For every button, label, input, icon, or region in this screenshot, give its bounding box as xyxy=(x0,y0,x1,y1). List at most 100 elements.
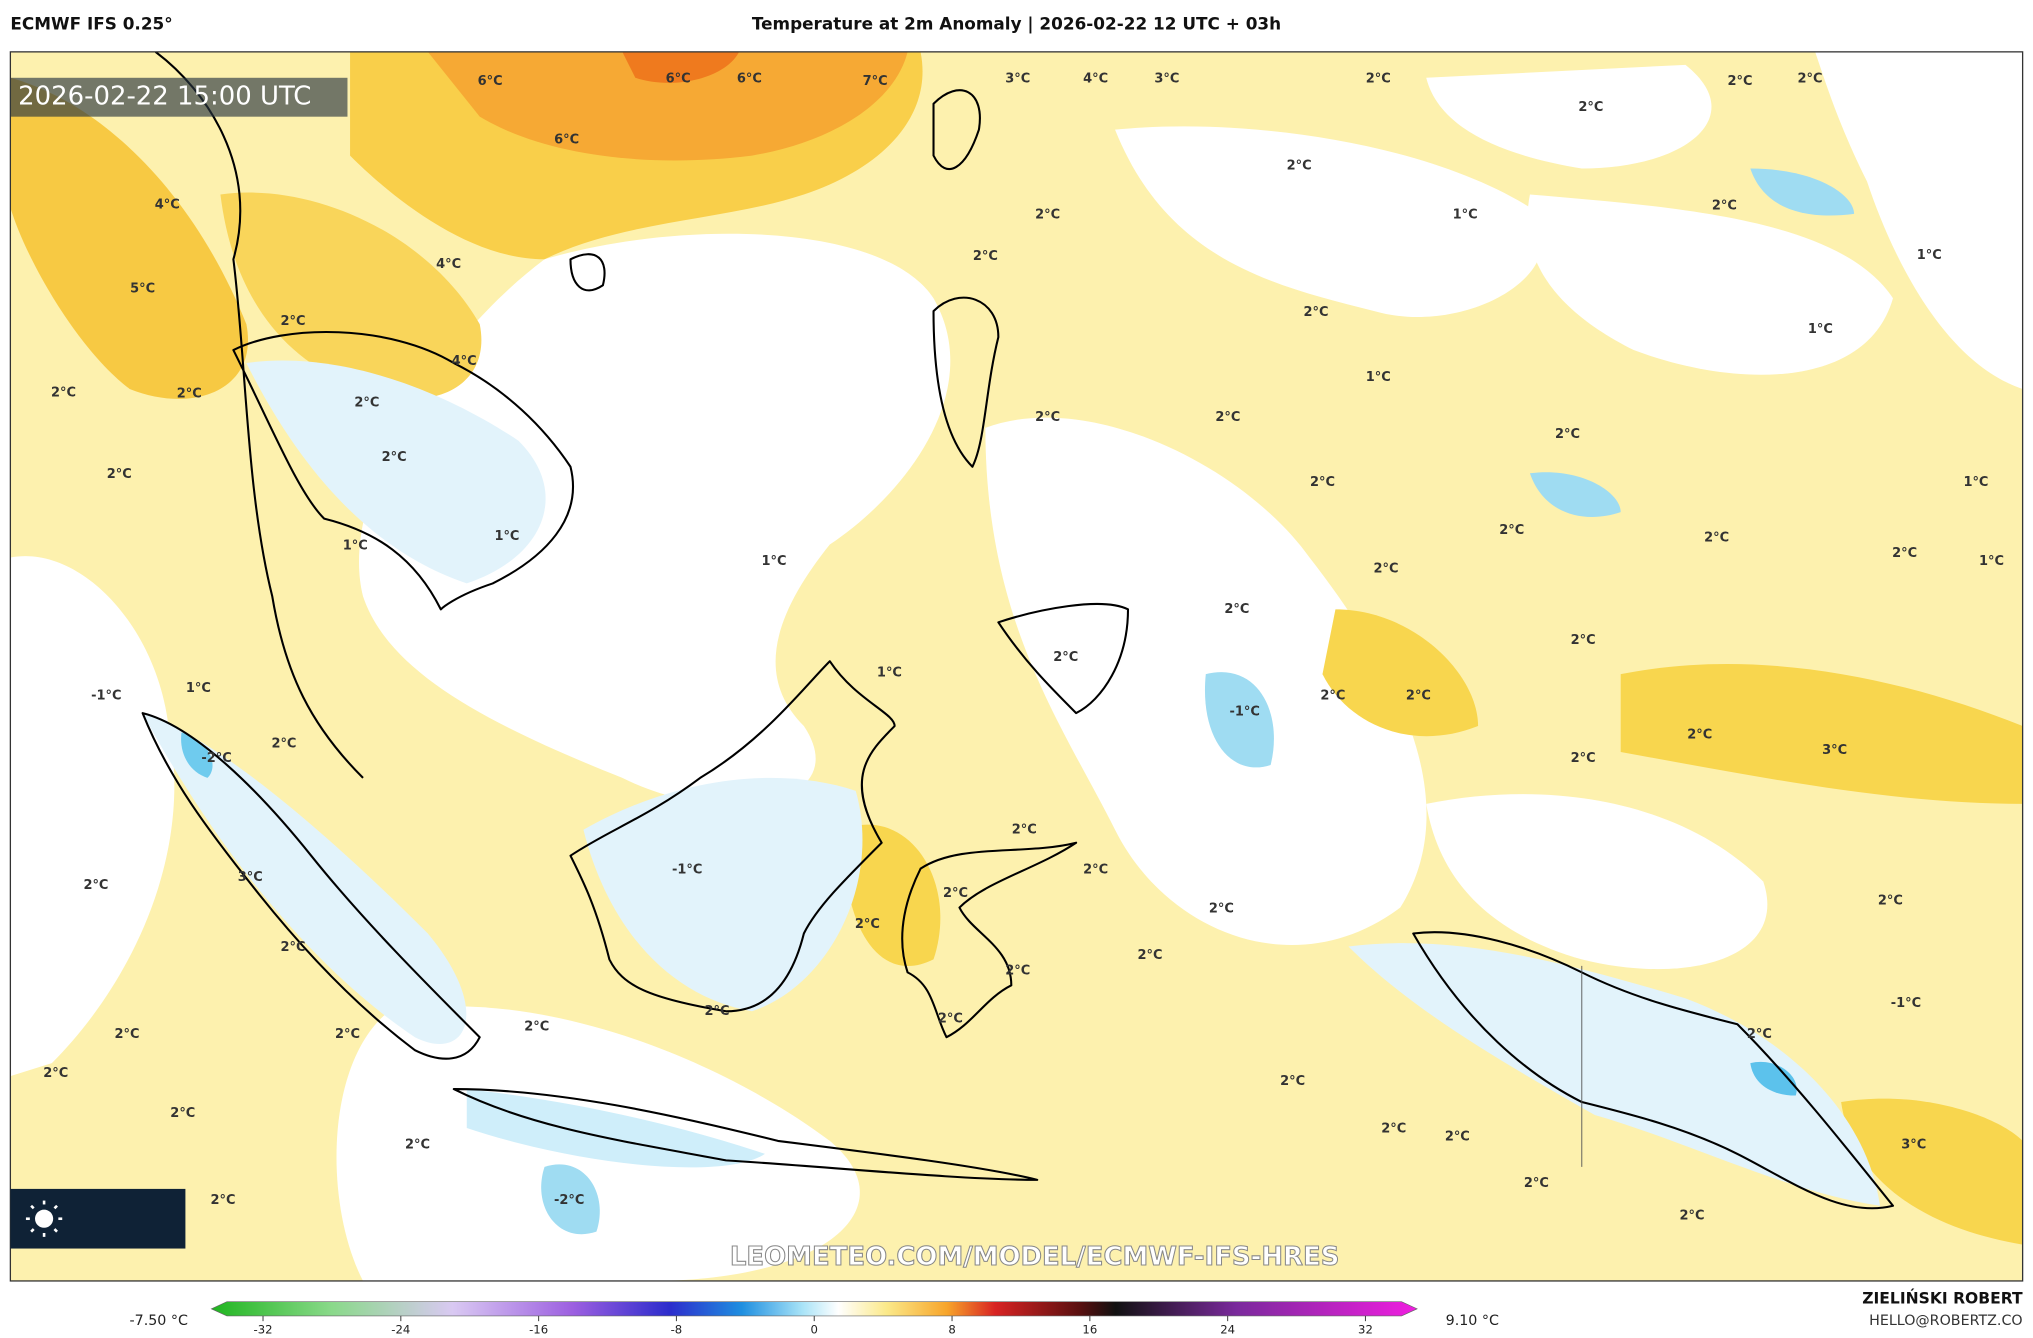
warm-areas xyxy=(10,51,2023,1245)
map xyxy=(10,51,2023,1281)
contour-label: 2°C xyxy=(1687,728,1712,743)
contour-label: 1°C xyxy=(1808,322,1833,337)
contour-label: 2°C xyxy=(1304,305,1329,320)
colorbar-tick-label: -16 xyxy=(529,1323,548,1337)
contour-label: 2°C xyxy=(1374,562,1399,577)
contour-label: 2°C xyxy=(1287,158,1312,173)
contour-label: 2°C xyxy=(354,396,379,411)
contour-label: 2°C xyxy=(382,450,407,465)
model-name: ECMWF IFS 0.25° xyxy=(10,14,172,34)
contour-label: 4°C xyxy=(452,354,477,369)
colorbar-min: -7.50 °C xyxy=(130,1313,189,1329)
contour-label: 6°C xyxy=(737,72,762,87)
credit-name: ZIELIŃSKI ROBERT xyxy=(1862,1289,2023,1308)
contour-label: 2°C xyxy=(1797,72,1822,87)
colorbar-tick-label: -8 xyxy=(671,1323,683,1337)
contour-label: -1°C xyxy=(1230,704,1260,719)
contour-label: 2°C xyxy=(1083,862,1108,877)
contour-label: 2°C xyxy=(1524,1176,1549,1191)
contour-label: 2°C xyxy=(1280,1074,1305,1089)
chart-title: Temperature at 2m Anomaly | 2026-02-22 1… xyxy=(752,14,1281,34)
colorbar-tick-label: 32 xyxy=(1358,1323,1373,1337)
colorbar-tick-label: 24 xyxy=(1220,1323,1235,1337)
contour-label: 7°C xyxy=(863,74,888,89)
contour-label: 2°C xyxy=(1224,602,1249,617)
contour-label: 2°C xyxy=(1747,1027,1772,1042)
colorbar-tick-label: 16 xyxy=(1082,1323,1097,1337)
contour-label: -2°C xyxy=(201,751,231,766)
contour-label: 2°C xyxy=(281,314,306,329)
cool-areas xyxy=(142,168,1881,1235)
contour-label: 6°C xyxy=(554,133,579,148)
contour-label: 2°C xyxy=(973,249,998,264)
contour-label: 2°C xyxy=(855,917,880,932)
contour-label: 2°C xyxy=(1445,1130,1470,1145)
contour-label: 2°C xyxy=(943,886,968,901)
contour-label: 2°C xyxy=(1320,689,1345,704)
contour-label: 1°C xyxy=(343,538,368,553)
colorbar-tick-label: -32 xyxy=(253,1323,272,1337)
timestamp-box xyxy=(10,77,348,117)
contour-label: 2°C xyxy=(1680,1209,1705,1224)
contour-label: 1°C xyxy=(1979,554,2004,569)
contour-label: 2°C xyxy=(1727,74,1752,89)
contour-label: 1°C xyxy=(1453,208,1478,223)
contour-label: 2°C xyxy=(177,387,202,402)
contour-label: 2°C xyxy=(938,1012,963,1027)
contour-label: 6°C xyxy=(478,74,503,89)
map-frame xyxy=(9,51,2024,1282)
contour-label: 2°C xyxy=(1406,689,1431,704)
contour-label: 1°C xyxy=(1917,248,1942,263)
contour-label: 2°C xyxy=(1381,1122,1406,1137)
contour-label: 4°C xyxy=(1083,72,1108,87)
colorbar-tick-label: 0 xyxy=(811,1323,818,1337)
colorbar xyxy=(210,1301,1418,1317)
credit-email: HELLO@ROBERTZ.CO xyxy=(1869,1313,2022,1329)
contour-label: 2°C xyxy=(1209,901,1234,916)
contour-label: 1°C xyxy=(877,665,902,680)
contour-label: 2°C xyxy=(704,1004,729,1019)
contour-label: 2°C xyxy=(1310,475,1335,490)
contour-label: 1°C xyxy=(494,529,519,544)
contour-label: 2°C xyxy=(1878,894,1903,909)
contour-label: 2°C xyxy=(1215,410,1240,425)
contour-label: 2°C xyxy=(524,1019,549,1034)
contour-label: -1°C xyxy=(91,689,121,704)
contour-label: 2°C xyxy=(51,385,76,400)
contour-label: 6°C xyxy=(666,72,691,87)
contour-label: 2°C xyxy=(1053,650,1078,665)
contour-label: -1°C xyxy=(1891,996,1921,1011)
contour-label: 2°C xyxy=(211,1193,236,1208)
contour-label: 3°C xyxy=(1154,72,1179,87)
contour-label: 2°C xyxy=(170,1106,195,1121)
contour-label: 4°C xyxy=(155,197,180,212)
contour-label: 2°C xyxy=(115,1027,140,1042)
contour-label: 1°C xyxy=(1963,475,1988,490)
contour-label: 1°C xyxy=(762,554,787,569)
contour-label: 2°C xyxy=(1571,751,1596,766)
contour-label: -1°C xyxy=(672,862,702,877)
contour-label: 2°C xyxy=(1555,427,1580,442)
contour-label: 2°C xyxy=(1704,531,1729,546)
contour-label: 2°C xyxy=(83,878,108,893)
contour-label: 3°C xyxy=(1822,743,1847,758)
contour-label: -2°C xyxy=(554,1193,584,1208)
colorbar-max: 9.10 °C xyxy=(1446,1313,1499,1329)
contour-label: 2°C xyxy=(1035,410,1060,425)
contour-label: 2°C xyxy=(1366,72,1391,87)
contour-label: 2°C xyxy=(1035,208,1060,223)
contour-label: 1°C xyxy=(186,681,211,696)
contour-label: 5°C xyxy=(130,282,155,297)
watermark: LEOMETEO.COM/MODEL/ECMWF-IFS-HRES xyxy=(730,1242,1339,1272)
contour-label: 2°C xyxy=(1012,822,1037,837)
contour-label: 2°C xyxy=(43,1066,68,1081)
contour-label: 2°C xyxy=(1578,100,1603,115)
contour-label: 2°C xyxy=(1571,633,1596,648)
contour-label: 2°C xyxy=(281,940,306,955)
contour-label: 2°C xyxy=(1138,948,1163,963)
contour-label: 2°C xyxy=(271,737,296,752)
logo xyxy=(10,1188,186,1249)
contour-label: 2°C xyxy=(405,1137,430,1152)
timestamp: 2026-02-22 15:00 UTC xyxy=(18,82,311,112)
